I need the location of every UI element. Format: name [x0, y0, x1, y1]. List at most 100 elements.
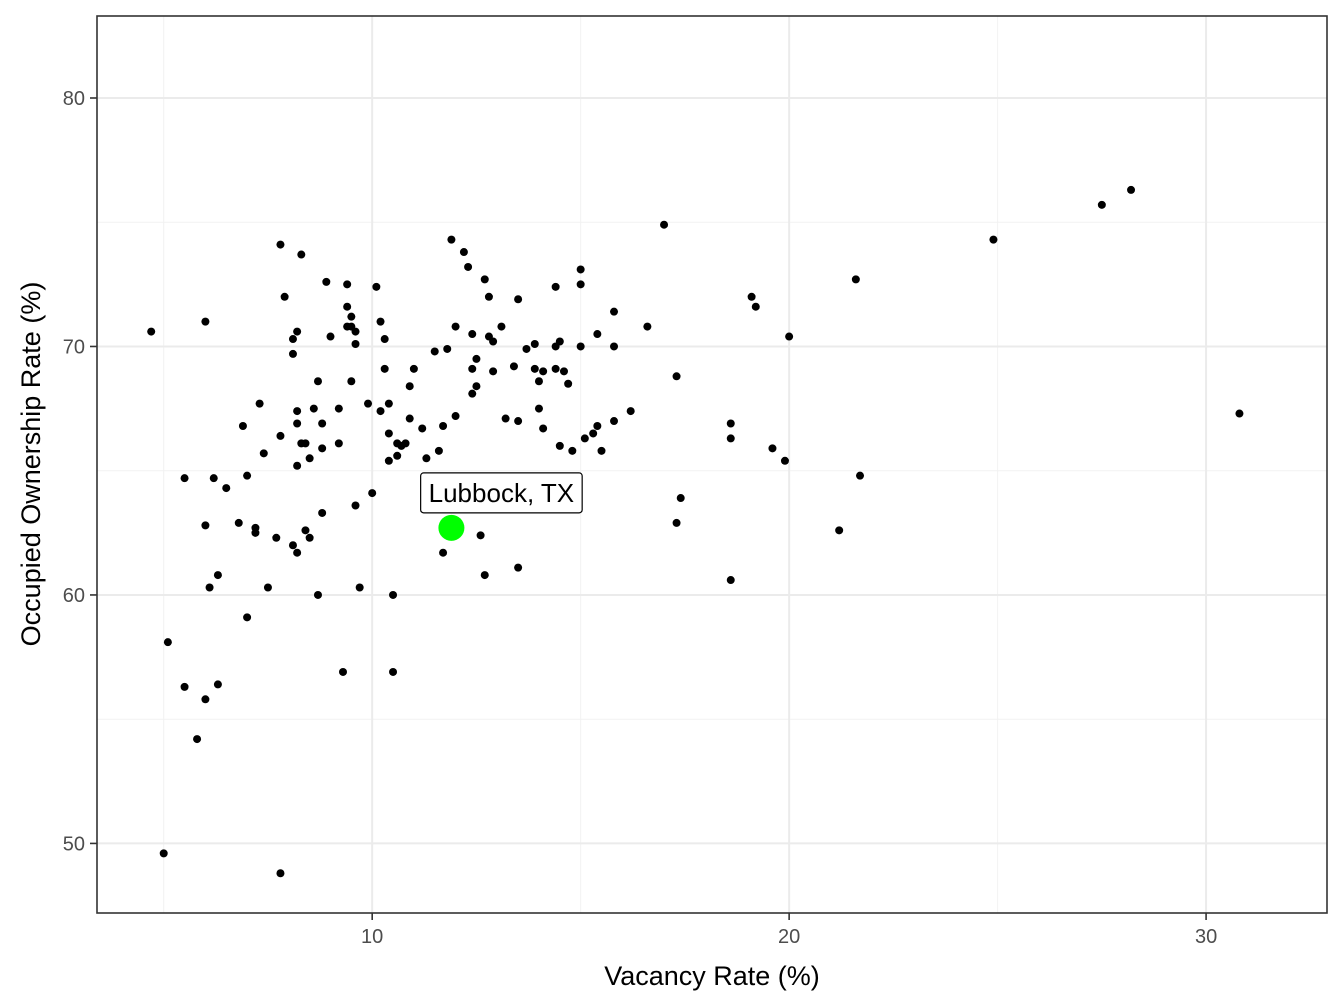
- data-point: [514, 295, 523, 304]
- data-point: [347, 312, 356, 321]
- data-point: [405, 382, 414, 391]
- data-point: [280, 292, 289, 301]
- data-point: [159, 849, 168, 858]
- data-point: [351, 501, 360, 510]
- data-point: [301, 439, 310, 448]
- data-point: [355, 583, 364, 592]
- data-point: [288, 335, 297, 344]
- data-point: [472, 354, 481, 363]
- data-point: [1235, 409, 1244, 418]
- data-point: [468, 389, 477, 398]
- data-point: [489, 367, 498, 376]
- data-point: [364, 399, 373, 408]
- data-point: [534, 377, 543, 386]
- data-point: [309, 404, 318, 413]
- data-point: [1097, 200, 1106, 209]
- data-point: [234, 518, 243, 527]
- data-point: [555, 441, 564, 450]
- data-point: [180, 682, 189, 691]
- data-point: [780, 456, 789, 465]
- data-point: [238, 421, 247, 430]
- data-point: [376, 317, 385, 326]
- data-point: [276, 240, 285, 249]
- data-point: [539, 424, 548, 433]
- data-point: [551, 282, 560, 291]
- data-point: [660, 220, 669, 229]
- data-point: [201, 521, 210, 530]
- y-tick-label: 60: [63, 585, 85, 607]
- x-axis-title: Vacancy Rate (%): [604, 961, 820, 991]
- data-point: [439, 421, 448, 430]
- data-point: [497, 322, 506, 331]
- data-point: [610, 307, 619, 316]
- data-point: [322, 277, 331, 286]
- data-point: [568, 446, 577, 455]
- data-point: [468, 364, 477, 373]
- y-tick-label: 70: [63, 336, 85, 358]
- data-point: [193, 735, 202, 744]
- data-point: [213, 680, 222, 689]
- data-point: [643, 322, 652, 331]
- data-point: [243, 471, 252, 480]
- data-point: [672, 518, 681, 527]
- data-point: [476, 531, 485, 540]
- data-point: [530, 339, 539, 348]
- data-point: [334, 439, 343, 448]
- data-point: [180, 474, 189, 483]
- data-point: [580, 434, 589, 443]
- data-point: [501, 414, 510, 423]
- data-point: [443, 344, 452, 353]
- data-point: [522, 344, 531, 353]
- data-point: [147, 327, 156, 336]
- data-point: [213, 571, 222, 580]
- data-point: [835, 526, 844, 535]
- data-point: [318, 419, 327, 428]
- data-point: [514, 563, 523, 572]
- data-point: [318, 444, 327, 453]
- y-axis-title: Occupied Ownership Rate (%): [16, 282, 46, 647]
- data-point: [163, 638, 172, 647]
- data-point: [597, 446, 606, 455]
- plot-panel-border: [96, 15, 1328, 914]
- data-point: [409, 364, 418, 373]
- highlight-point: [438, 514, 465, 541]
- data-point: [459, 248, 468, 257]
- data-point: [610, 417, 619, 426]
- data-point: [534, 404, 543, 413]
- data-point: [368, 489, 377, 498]
- data-point: [451, 412, 460, 421]
- data-point: [439, 548, 448, 557]
- data-point: [672, 372, 681, 381]
- data-point: [343, 302, 352, 311]
- data-point: [209, 474, 218, 483]
- x-tick-label: 30: [1195, 926, 1217, 948]
- data-point: [343, 280, 352, 289]
- data-point: [726, 434, 735, 443]
- data-point: [480, 571, 489, 580]
- x-axis-ticks: 10 20 30: [361, 913, 1217, 948]
- data-point: [576, 280, 585, 289]
- data-point: [255, 399, 264, 408]
- data-point: [326, 332, 335, 341]
- data-point: [351, 327, 360, 336]
- data-point: [489, 337, 498, 346]
- data-point: [293, 419, 302, 428]
- data-point: [384, 399, 393, 408]
- data-point: [539, 367, 548, 376]
- data-point: [785, 332, 794, 341]
- data-point: [389, 590, 398, 599]
- data-point: [726, 576, 735, 585]
- data-point: [293, 327, 302, 336]
- data-point: [422, 454, 431, 463]
- data-point: [751, 302, 760, 311]
- data-point: [334, 404, 343, 413]
- highlight-group: Lubbock, TX: [420, 472, 583, 541]
- data-point: [1127, 185, 1136, 194]
- data-point: [509, 362, 518, 371]
- data-point: [251, 528, 260, 537]
- data-point: [272, 533, 281, 542]
- x-tick-label: 20: [778, 926, 800, 948]
- data-point: [380, 364, 389, 373]
- data-point: [726, 419, 735, 428]
